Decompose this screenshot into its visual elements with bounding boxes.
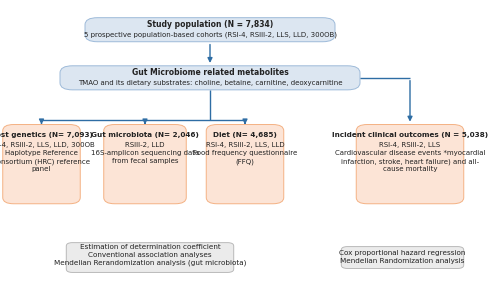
FancyBboxPatch shape	[356, 125, 464, 204]
Text: Incident clinical outcomes (N = 5,038): Incident clinical outcomes (N = 5,038)	[332, 132, 488, 138]
Text: 5 prospective population-based cohorts (RSI-4, RSIII-2, LLS, LLD, 300OB): 5 prospective population-based cohorts (…	[84, 32, 336, 38]
Text: 16S-amplicon sequencing data: 16S-amplicon sequencing data	[91, 150, 199, 156]
Text: TMAO and its dietary substrates: choline, betaine, carnitine, deoxycarnitine: TMAO and its dietary substrates: choline…	[78, 80, 342, 86]
Text: Gut microbiota (N= 2,046): Gut microbiota (N= 2,046)	[91, 132, 199, 138]
Text: Consortium (HRC) reference: Consortium (HRC) reference	[0, 158, 90, 165]
Text: infarction, stroke, heart failure) and all-: infarction, stroke, heart failure) and a…	[341, 158, 479, 165]
FancyBboxPatch shape	[342, 246, 464, 268]
FancyBboxPatch shape	[85, 18, 335, 42]
Text: Gut Microbiome related metabolites: Gut Microbiome related metabolites	[132, 68, 288, 77]
Text: Cardiovascular disease events *myocardial: Cardiovascular disease events *myocardia…	[335, 150, 485, 156]
Text: Mendelian Rerandomization analysis (gut microbiota): Mendelian Rerandomization analysis (gut …	[54, 260, 246, 266]
Text: from fecal samples: from fecal samples	[112, 158, 178, 164]
Text: RSI-4, RSIII-2, LLS, LLD, 300OB: RSI-4, RSIII-2, LLS, LLD, 300OB	[0, 142, 95, 148]
Text: Study population (N = 7,834): Study population (N = 7,834)	[147, 20, 273, 29]
Text: Host genetics (N= 7,093): Host genetics (N= 7,093)	[0, 132, 93, 138]
Text: Mendelian Randomization analysis: Mendelian Randomization analysis	[340, 258, 464, 264]
Text: Estimation of determination coefficient: Estimation of determination coefficient	[80, 244, 220, 250]
Text: Conventional association analyses: Conventional association analyses	[88, 252, 212, 258]
Text: cause mortality: cause mortality	[383, 166, 437, 172]
Text: RSIII-2, LLD: RSIII-2, LLD	[125, 142, 165, 148]
FancyBboxPatch shape	[60, 66, 360, 90]
Text: Cox proportional hazard regression: Cox proportional hazard regression	[340, 250, 466, 256]
Text: panel: panel	[32, 166, 51, 172]
Text: RSI-4, RSIII-2, LLS: RSI-4, RSIII-2, LLS	[380, 142, 440, 148]
FancyBboxPatch shape	[3, 125, 80, 204]
Text: (FFQ): (FFQ)	[236, 158, 255, 165]
FancyBboxPatch shape	[206, 125, 284, 204]
FancyBboxPatch shape	[104, 125, 186, 204]
Text: RSI-4, RSIII-2, LLS, LLD: RSI-4, RSIII-2, LLS, LLD	[206, 142, 284, 148]
Text: Haplotype Reference: Haplotype Reference	[5, 150, 78, 156]
FancyBboxPatch shape	[66, 243, 234, 272]
Text: Diet (N= 4,685): Diet (N= 4,685)	[213, 132, 277, 138]
Text: Food frequency questionnaire: Food frequency questionnaire	[193, 150, 297, 156]
